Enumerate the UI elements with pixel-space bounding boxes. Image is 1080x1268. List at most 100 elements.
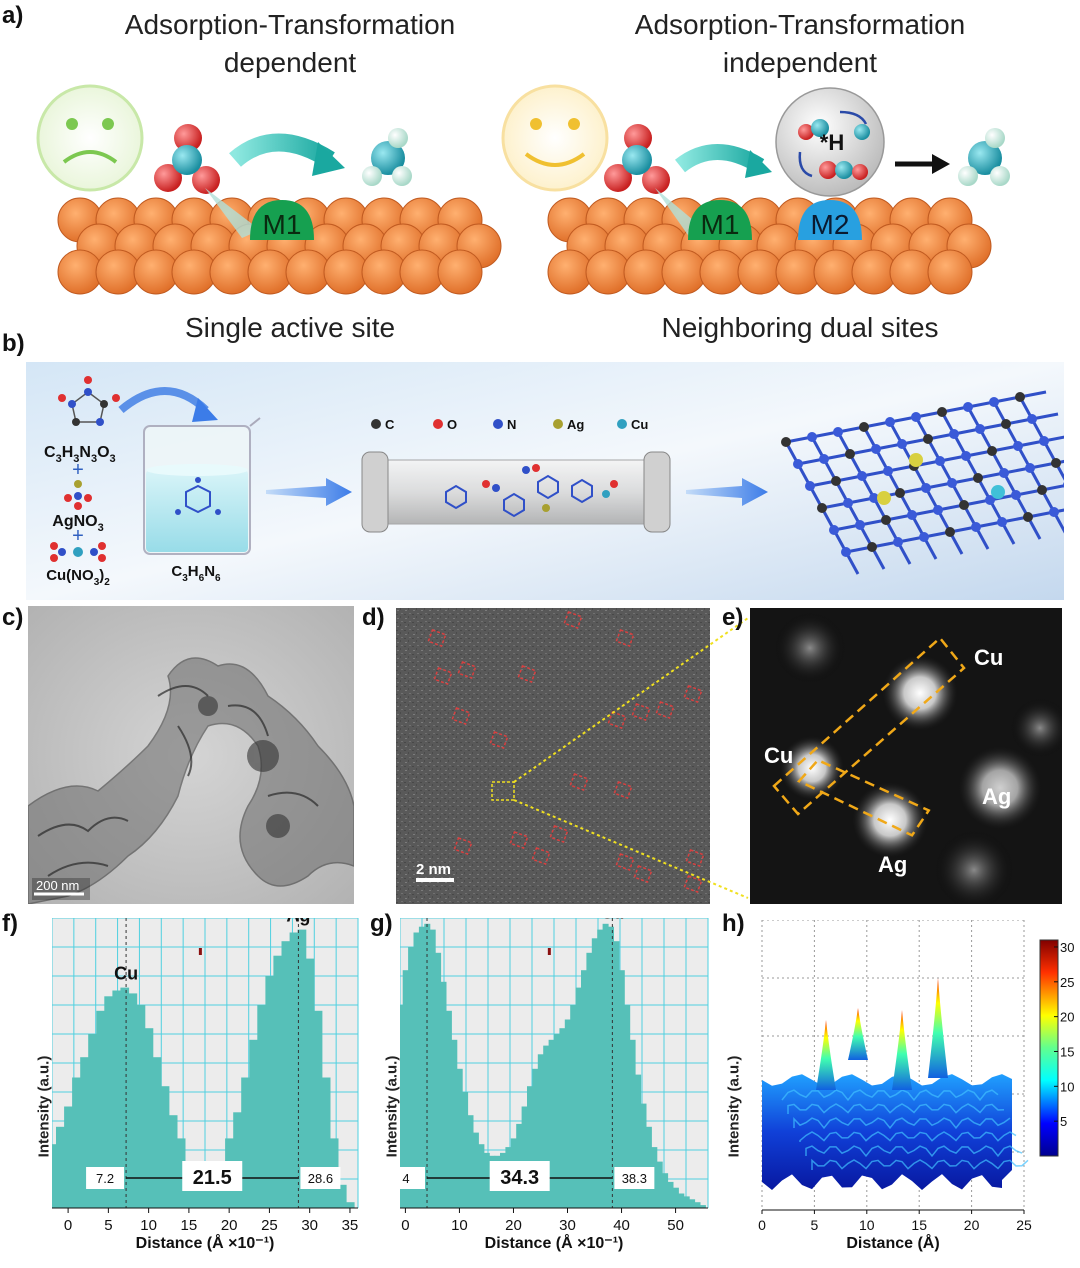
- g-right-box: [614, 1167, 655, 1189]
- h-peak: [928, 978, 948, 1078]
- h-surface: [762, 1074, 1012, 1190]
- site-m1-left: M1: [250, 200, 314, 240]
- panel-d-scale: 2 nm: [416, 861, 451, 878]
- r1-o-sub: 3: [110, 453, 116, 465]
- f-bar: [281, 941, 291, 1208]
- h-ripple: [805, 1145, 1023, 1158]
- f-bar: [52, 1144, 57, 1208]
- r1-c: C: [44, 444, 56, 461]
- g-bar: [554, 1034, 560, 1208]
- site-m2: M2: [798, 200, 862, 240]
- b-c-sub: 3: [182, 573, 188, 584]
- b-n: N: [204, 563, 215, 580]
- g-bar: [635, 1074, 642, 1208]
- legend-dot-Ag: [553, 419, 563, 429]
- silver-nitrate-molecule-icon: [64, 480, 92, 510]
- site-m1-right-text: M1: [701, 209, 740, 240]
- legend-label-Cu: Cu: [631, 417, 648, 432]
- beaker-icon: [143, 417, 261, 555]
- f-center-box: [182, 1161, 243, 1191]
- g-peak-label: Cu: [600, 918, 624, 923]
- g-bar: [462, 1092, 469, 1208]
- plus-1: +: [72, 459, 84, 481]
- f-xtick-label: 30: [301, 1217, 318, 1234]
- r1-n: N: [79, 444, 91, 461]
- g-bar: [667, 1181, 674, 1208]
- panel-d-haadf-image: 2 nm: [396, 608, 710, 904]
- b-n-sub: 6: [215, 573, 221, 584]
- cyanuric-acid-molecule-icon: [58, 376, 120, 426]
- g-bar: [575, 987, 582, 1208]
- f-bar: [209, 1179, 218, 1208]
- panel-c-scale: 200 nm: [36, 878, 79, 893]
- h-ripple: [781, 1089, 999, 1102]
- f-bar: [120, 987, 130, 1208]
- panel-c-tem-image: 200 nm: [28, 606, 354, 904]
- g-bar: [456, 1068, 463, 1208]
- panel-b-synthesis: C3H3N3O3 + AgNO3 + Cu(NO3)2 C3H6N6 C O N Ag…: [26, 362, 1064, 600]
- legend-dot-N: [493, 419, 503, 429]
- g-bar: [424, 923, 431, 1208]
- f-marker: [198, 948, 202, 955]
- happy-face-icon: [501, 84, 609, 192]
- r3-c: ): [99, 567, 104, 584]
- f-bar: [249, 1039, 258, 1208]
- g-bar: [570, 1005, 577, 1208]
- g-bar: [564, 1019, 571, 1208]
- f-left-box: [86, 1167, 125, 1189]
- f-bar: [144, 1028, 154, 1208]
- h-xtick-label: 0: [758, 1217, 766, 1233]
- reagent-2-formula: AgNO3: [52, 513, 103, 534]
- reagent-3-formula: Cu(NO3)2: [46, 567, 110, 588]
- h-colorbar-tick-label: 25: [1060, 975, 1074, 990]
- f-bar: [297, 929, 307, 1208]
- g-bar: [591, 938, 598, 1208]
- f-bar: [289, 932, 299, 1208]
- ammonia-molecule-right-icon: [958, 128, 1010, 186]
- nitrate-molecule-left-icon: [154, 124, 260, 238]
- g-xlabel: Distance (Å ×10⁻¹): [485, 1233, 624, 1252]
- f-xtick-label: 15: [181, 1217, 198, 1234]
- f-bar: [72, 1077, 81, 1208]
- f-xtick-label: 20: [221, 1217, 238, 1234]
- right-metal-slab: [547, 197, 992, 295]
- left-title-line2: dependent: [223, 47, 357, 78]
- g-bar: [483, 1152, 490, 1208]
- panel-d-label: d): [362, 604, 385, 631]
- h-peak: [892, 1010, 912, 1090]
- f-center-value: 21.5: [193, 1167, 232, 1189]
- legend-label-Ag: Ag: [567, 417, 584, 432]
- panel-f-label: f): [2, 910, 18, 937]
- f-bar: [233, 1112, 242, 1208]
- g-bar: [537, 1054, 544, 1208]
- h-peak: [816, 1020, 836, 1090]
- f-bar: [112, 990, 122, 1208]
- panel-h-ylabel: Intensity (a.u.): [725, 1055, 743, 1158]
- f-bar: [80, 1057, 89, 1208]
- right-caption: Neighboring dual sites: [661, 312, 939, 343]
- f-bar: [128, 993, 138, 1208]
- left-title: Adsorption-Transformation dependent: [60, 6, 520, 82]
- g-bar: [413, 932, 420, 1208]
- g-bar: [478, 1144, 485, 1208]
- h-colorbar-tick-label: 20: [1060, 1010, 1074, 1025]
- g-bar: [472, 1132, 479, 1208]
- g-bar: [559, 1028, 566, 1208]
- h-xtick-label: 25: [1016, 1217, 1032, 1233]
- g-bar: [699, 1205, 706, 1208]
- g-bar: [418, 926, 425, 1208]
- reagent-1-formula: C3H3N3O3: [44, 444, 116, 465]
- f-xtick-label: 25: [261, 1217, 278, 1234]
- h-ripple: [799, 1131, 1017, 1142]
- site-m1-left-text: M1: [263, 209, 302, 240]
- left-caption: Single active site: [184, 312, 396, 343]
- panel-g-ylabel: Intensity (a.u.): [383, 1055, 401, 1158]
- r1-h-sub: 3: [73, 453, 79, 465]
- r3-a: Cu(NO: [46, 567, 94, 584]
- g-bar: [548, 1039, 555, 1208]
- g-bar: [435, 952, 442, 1208]
- g-bar: [597, 929, 604, 1208]
- r3-d: 2: [104, 577, 110, 588]
- g-bar: [624, 1005, 631, 1208]
- f-bar: [176, 1138, 186, 1208]
